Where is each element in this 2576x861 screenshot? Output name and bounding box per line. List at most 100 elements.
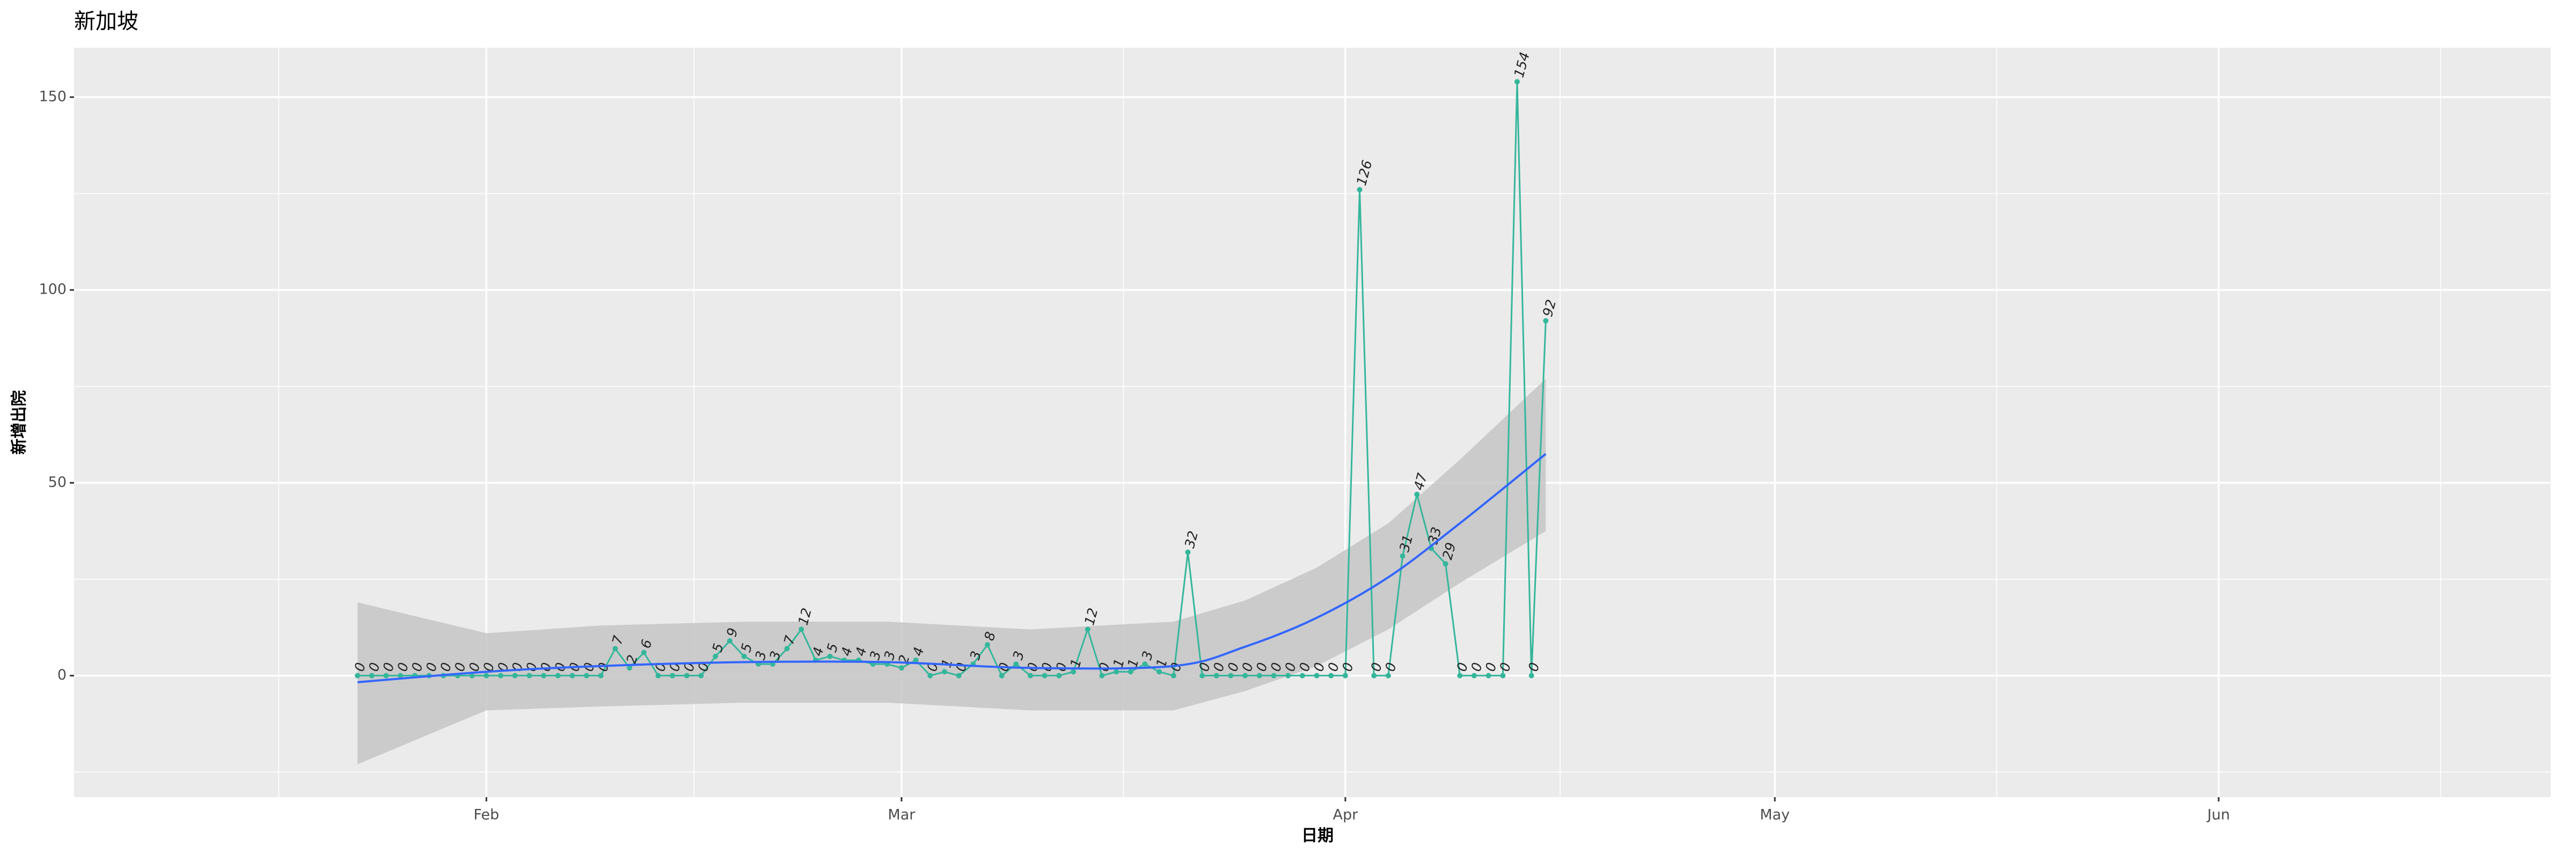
data-point bbox=[526, 673, 532, 678]
data-point bbox=[1242, 673, 1248, 678]
data-label: 0 bbox=[466, 661, 483, 673]
data-point bbox=[655, 673, 661, 678]
data-point bbox=[1299, 673, 1305, 678]
data-label: 0 bbox=[1339, 661, 1356, 673]
data-label: 3 bbox=[766, 650, 784, 662]
data-point bbox=[713, 653, 719, 659]
data-point bbox=[913, 657, 919, 663]
data-point bbox=[784, 646, 790, 652]
data-point bbox=[484, 673, 489, 678]
data-point bbox=[1228, 673, 1234, 678]
data-label: 0 bbox=[1253, 661, 1270, 673]
data-point bbox=[627, 665, 633, 671]
data-label: 1 bbox=[1110, 657, 1128, 669]
data-point bbox=[1085, 626, 1091, 632]
data-point bbox=[684, 673, 690, 678]
data-point bbox=[512, 673, 518, 678]
data-label: 0 bbox=[1053, 661, 1070, 673]
data-point bbox=[1357, 187, 1363, 193]
data-point bbox=[927, 673, 933, 678]
data-label: 0 bbox=[380, 661, 397, 673]
data-label: 3 bbox=[967, 650, 984, 662]
data-label: 0 bbox=[437, 661, 455, 673]
data-label: 6 bbox=[638, 638, 655, 650]
data-label: 3 bbox=[867, 650, 884, 662]
data-point bbox=[569, 673, 575, 678]
data-point bbox=[1385, 673, 1391, 678]
data-label: 0 bbox=[423, 661, 440, 673]
data-label: 0 bbox=[1368, 661, 1385, 673]
data-label: 3 bbox=[881, 650, 898, 662]
data-point bbox=[999, 673, 1005, 678]
data-label: 4 bbox=[910, 645, 927, 658]
data-point bbox=[727, 638, 733, 644]
data-point bbox=[1314, 673, 1320, 678]
data-point bbox=[1099, 673, 1105, 678]
data-point bbox=[670, 673, 676, 678]
data-label: 0 bbox=[953, 661, 970, 673]
data-point bbox=[497, 673, 503, 678]
data-point bbox=[641, 650, 647, 655]
data-point bbox=[1170, 673, 1176, 678]
y-tick-label: 150 bbox=[39, 88, 67, 105]
data-point bbox=[1071, 669, 1077, 675]
y-tick-label: 50 bbox=[48, 474, 67, 491]
data-label: 5 bbox=[824, 641, 841, 654]
data-point bbox=[555, 673, 561, 678]
data-label: 0 bbox=[1167, 661, 1184, 673]
data-point bbox=[383, 673, 389, 678]
data-point bbox=[598, 673, 604, 678]
y-tick-label: 100 bbox=[39, 281, 67, 298]
data-label: 0 bbox=[352, 661, 369, 673]
data-label: 0 bbox=[480, 661, 497, 673]
data-label: 0 bbox=[1225, 661, 1242, 673]
data-label: 0 bbox=[1497, 661, 1514, 673]
chart-title: 新加坡 bbox=[74, 9, 138, 34]
data-point bbox=[1528, 673, 1534, 678]
data-point bbox=[1514, 79, 1520, 85]
data-point bbox=[355, 673, 361, 678]
data-label: 5 bbox=[738, 641, 755, 654]
data-label: 0 bbox=[1196, 661, 1213, 673]
data-point bbox=[1285, 673, 1291, 678]
data-label: 4 bbox=[809, 645, 826, 658]
data-point bbox=[698, 673, 704, 678]
data-point bbox=[984, 642, 990, 648]
data-label: 0 bbox=[538, 661, 555, 673]
data-label: 0 bbox=[1282, 661, 1299, 673]
data-point bbox=[1457, 673, 1463, 678]
data-label: 0 bbox=[1296, 661, 1313, 673]
data-point bbox=[1371, 673, 1377, 678]
data-point bbox=[1157, 669, 1162, 675]
data-label: 0 bbox=[451, 661, 469, 673]
data-point bbox=[1056, 673, 1062, 678]
data-label: 4 bbox=[852, 645, 869, 658]
data-label: 0 bbox=[1468, 661, 1485, 673]
data-label: 0 bbox=[1382, 661, 1399, 673]
x-tick-label: Jun bbox=[2206, 807, 2230, 823]
data-label: 7 bbox=[781, 634, 798, 646]
data-label: 1 bbox=[1124, 657, 1141, 669]
data-point bbox=[1342, 673, 1348, 678]
data-label: 3 bbox=[752, 650, 770, 662]
data-point bbox=[1271, 673, 1277, 678]
data-label: 0 bbox=[595, 661, 612, 673]
data-point bbox=[1500, 673, 1506, 678]
data-label: 1 bbox=[1067, 657, 1085, 669]
data-point bbox=[1543, 318, 1549, 324]
data-point bbox=[1414, 491, 1420, 497]
data-label: 0 bbox=[1038, 661, 1056, 673]
data-label: 0 bbox=[1325, 661, 1342, 673]
data-point bbox=[1256, 673, 1262, 678]
data-label: 0 bbox=[408, 661, 426, 673]
data-point bbox=[1185, 549, 1191, 555]
data-point bbox=[584, 673, 590, 678]
data-point bbox=[1042, 673, 1048, 678]
data-label: 8 bbox=[981, 630, 998, 643]
data-point bbox=[1485, 673, 1491, 678]
data-label: 7 bbox=[609, 634, 626, 646]
data-point bbox=[941, 669, 947, 675]
data-point bbox=[898, 665, 904, 671]
data-label: 0 bbox=[1525, 661, 1542, 673]
